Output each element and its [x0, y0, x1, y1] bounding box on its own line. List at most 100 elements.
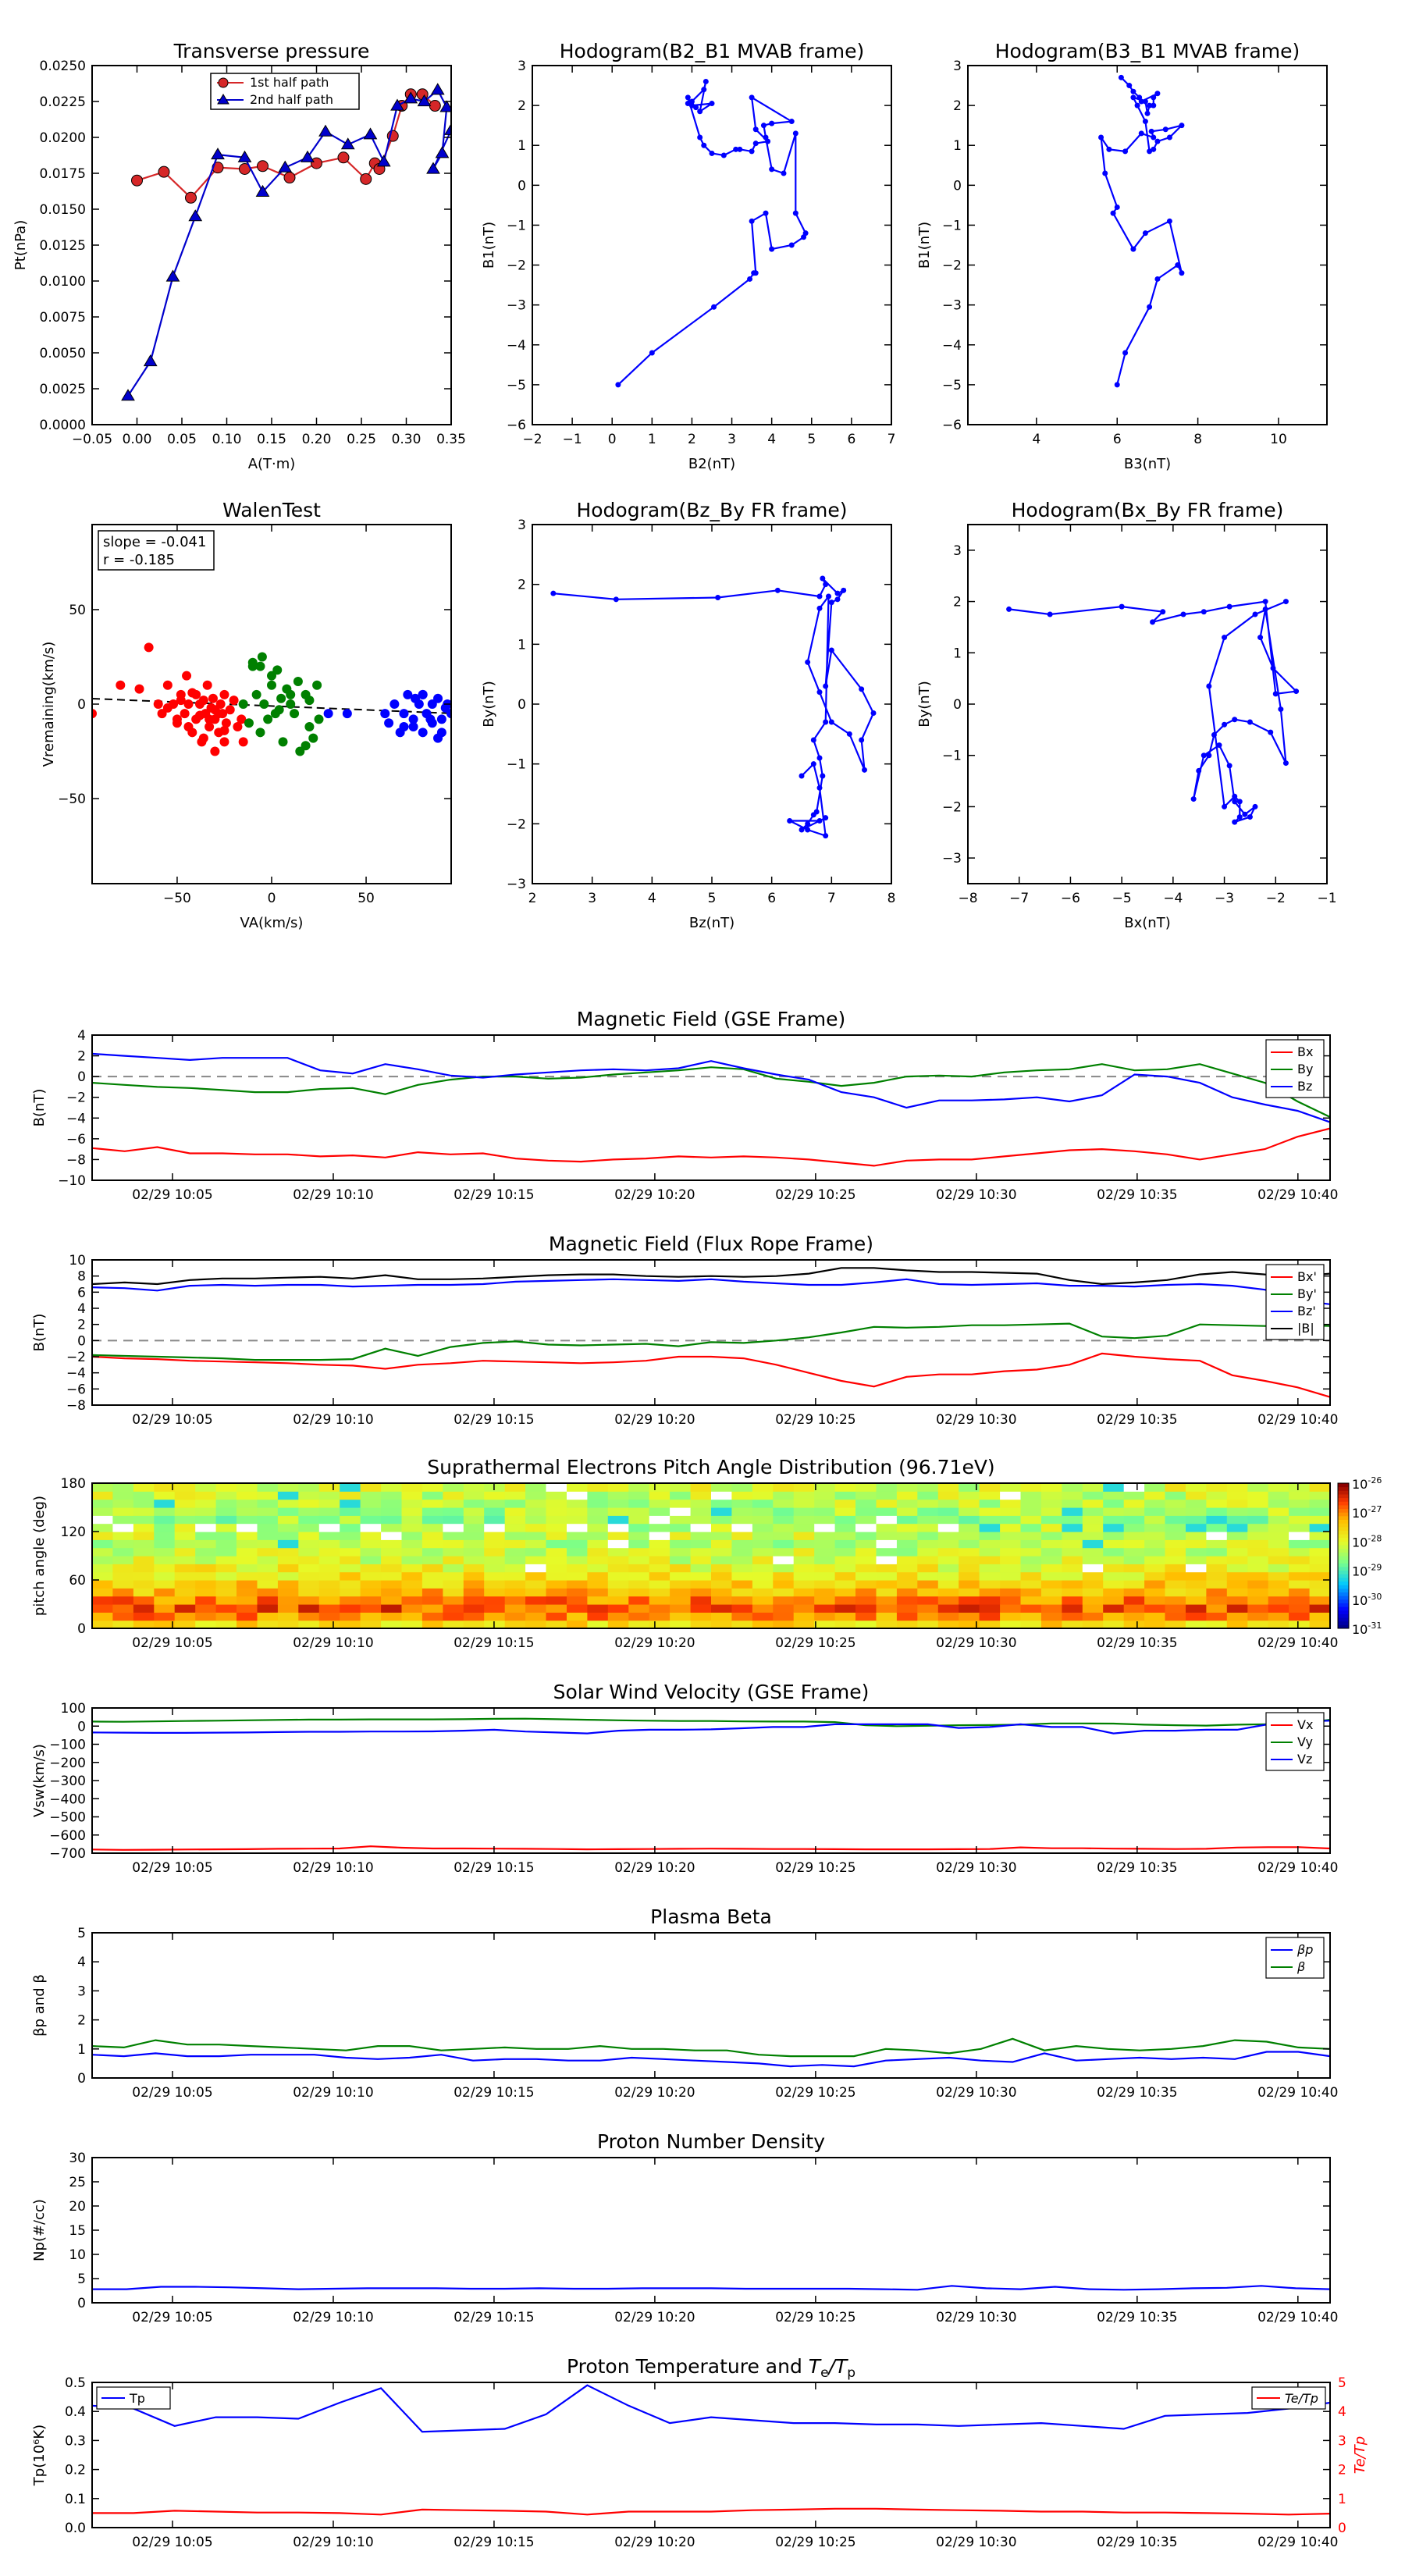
tp-title: Transverse pressure — [173, 40, 370, 62]
pad-cell — [484, 1556, 506, 1564]
mag_fr-xtick-label: 02/29 10:15 — [454, 1412, 534, 1428]
pad-cell — [1309, 1515, 1330, 1525]
pad-cell — [731, 1564, 753, 1573]
pad-cell — [92, 1612, 113, 1621]
pad-cell — [731, 1547, 753, 1557]
pad-colorbar-band — [1338, 1614, 1349, 1618]
pad-colorbar-frame — [1337, 1482, 1350, 1629]
pad-cell — [1206, 1596, 1228, 1605]
pad-cell — [381, 1532, 403, 1540]
pad-cell — [546, 1499, 567, 1508]
pad-cell — [711, 1491, 732, 1500]
walen-point — [255, 728, 265, 738]
walen-point — [267, 680, 276, 690]
pad-cell — [463, 1507, 485, 1516]
walen-point — [195, 710, 205, 720]
h1-xlabel: B2(nT) — [688, 456, 735, 472]
pad-cell — [814, 1612, 836, 1621]
pad-cell — [937, 1532, 959, 1540]
walen-point — [314, 714, 324, 724]
pad-cell — [340, 1612, 361, 1621]
pad-ytick-label: 180 — [61, 1476, 86, 1492]
pad-cell — [237, 1571, 258, 1581]
pad-cell — [1040, 1556, 1062, 1564]
pad-cell — [979, 1564, 1001, 1573]
pad-cell — [834, 1539, 856, 1549]
h3-point — [823, 719, 829, 725]
pad-cell — [834, 1571, 856, 1581]
pad-cell — [422, 1612, 443, 1621]
pad-cell — [174, 1620, 196, 1628]
walen-point — [389, 699, 400, 709]
walen-point — [301, 741, 311, 751]
np-ytick-label: 10 — [69, 2247, 86, 2263]
h4-point — [1232, 717, 1238, 723]
pad-cell — [773, 1523, 795, 1532]
h1-point — [701, 87, 707, 93]
pad-cell — [1206, 1507, 1228, 1516]
pad-cell — [855, 1588, 877, 1597]
h3-title: Hodogram(Bz_By FR frame) — [576, 499, 847, 521]
pad-cell — [731, 1507, 753, 1516]
pad-cell — [401, 1556, 423, 1564]
pad-cell — [463, 1499, 485, 1508]
pad-cell — [959, 1499, 980, 1508]
pad-colorbar-band — [1338, 1570, 1349, 1574]
pad-cell — [1186, 1556, 1207, 1564]
walen-point — [399, 709, 409, 719]
pad-cell — [773, 1515, 795, 1525]
pad-cell — [834, 1612, 856, 1621]
pad-cell — [360, 1604, 382, 1613]
pad-cell — [195, 1499, 217, 1508]
pad-cell — [340, 1571, 361, 1581]
pad-cell — [1165, 1499, 1186, 1508]
h2-point — [1144, 110, 1151, 116]
pad-cell — [215, 1620, 237, 1628]
pad-cell — [959, 1604, 980, 1613]
pad-colorbar-band — [1338, 1585, 1349, 1589]
pad-cell — [649, 1515, 670, 1525]
h2-point — [1142, 230, 1148, 237]
h1-point — [792, 210, 799, 216]
pad-cell — [318, 1612, 340, 1621]
np-frame — [91, 2157, 1331, 2304]
pad-cell — [1226, 1507, 1248, 1516]
pad-cell — [1268, 1620, 1289, 1628]
pad-cell — [195, 1571, 217, 1581]
pad-cell — [174, 1596, 196, 1605]
pad-cell — [711, 1515, 732, 1525]
walen-point — [418, 728, 428, 738]
walen-point — [304, 722, 315, 732]
pad-cell — [1144, 1491, 1166, 1500]
tp-legend-label: 1st half path — [250, 75, 329, 90]
h3-point — [805, 820, 811, 827]
pad-cell — [1082, 1539, 1104, 1549]
walen-point — [433, 733, 443, 743]
pad-cell — [567, 1604, 588, 1613]
pad-cell — [1082, 1547, 1104, 1557]
pad-colorbar-band — [1338, 1563, 1349, 1567]
pad-cell — [937, 1483, 959, 1492]
tp-legend-marker — [217, 94, 229, 105]
mag_gse-series-1-line — [92, 1063, 1330, 1118]
pad-cell — [237, 1620, 258, 1628]
h1-xtick-label: 4 — [767, 432, 776, 447]
mag_fr-frame — [91, 1259, 1331, 1406]
pad-cell — [1062, 1515, 1083, 1525]
pad-cell — [752, 1564, 774, 1573]
h3-point — [810, 761, 816, 767]
mag_gse-xtick-label: 02/29 10:30 — [936, 1187, 1016, 1203]
pad-cell — [1206, 1580, 1228, 1589]
pad-cell — [1082, 1620, 1104, 1628]
pad-cell — [1289, 1556, 1311, 1564]
walen-point — [274, 705, 284, 715]
pad-cell — [1082, 1588, 1104, 1597]
h2-point — [1154, 91, 1161, 97]
h4-ytick-label: 0 — [953, 697, 962, 713]
h4-point — [1047, 611, 1053, 617]
tp-legend-label: 2nd half path — [250, 92, 333, 107]
pad-cell — [670, 1515, 692, 1525]
pad-cell — [174, 1547, 196, 1557]
pad-cell — [1206, 1604, 1228, 1613]
h1-ytick-label: −1 — [507, 218, 526, 233]
